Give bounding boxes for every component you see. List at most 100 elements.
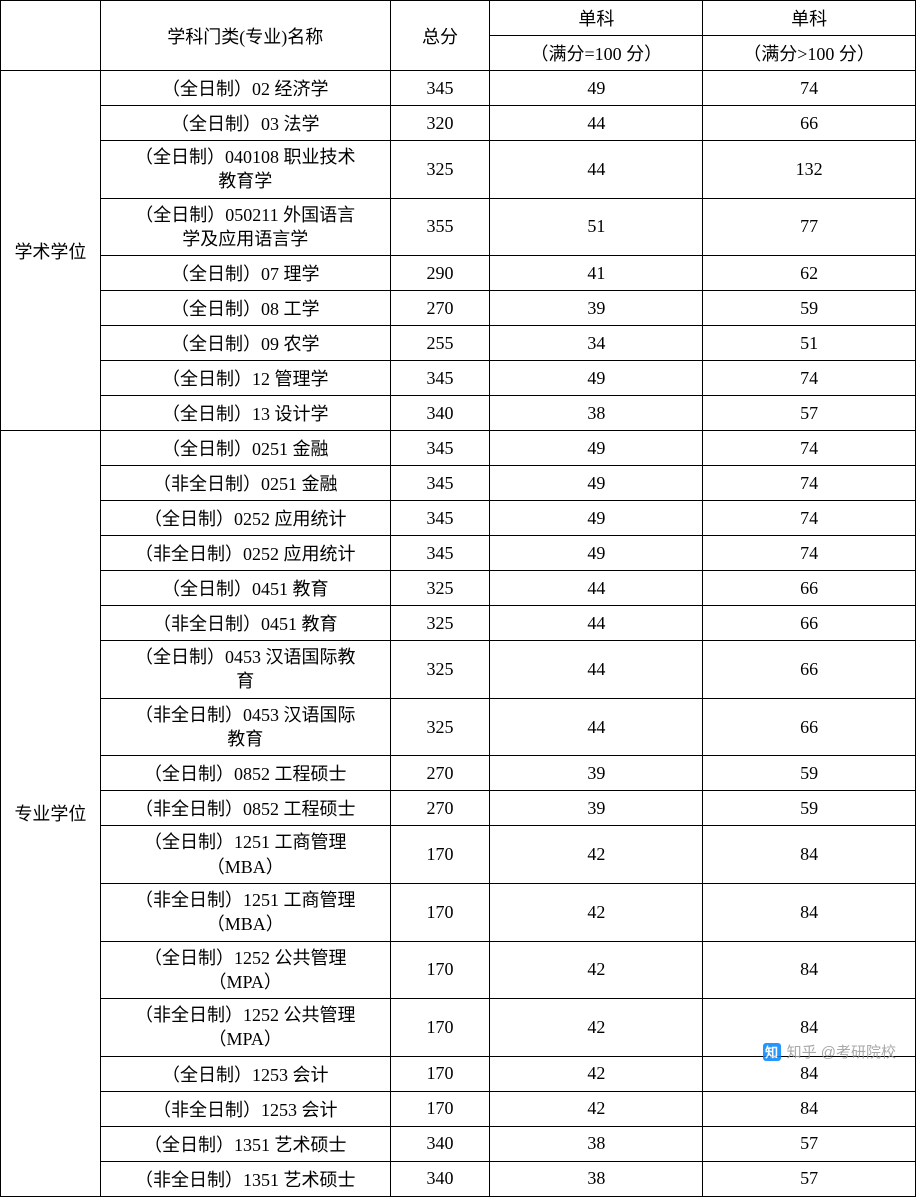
sub2-cell: 74 — [703, 431, 916, 466]
total-cell: 325 — [390, 141, 490, 199]
sub1-cell: 42 — [490, 941, 703, 999]
sub2-cell: 74 — [703, 466, 916, 501]
zhihu-logo-icon: 知 — [763, 1043, 781, 1061]
header-category — [1, 1, 101, 71]
score-table: 学科门类(专业)名称 总分 单科 单科 （满分=100 分） （满分>100 分… — [0, 0, 916, 1197]
sub2-cell: 57 — [703, 1161, 916, 1196]
name-cell: （非全日制）1251 工商管理（MBA） — [100, 883, 390, 941]
header-sub1: 单科 — [490, 1, 703, 36]
name-cell: （全日制）1251 工商管理（MBA） — [100, 826, 390, 884]
header-total: 总分 — [390, 1, 490, 71]
table-row: （全日制）03 法学3204466 — [1, 106, 916, 141]
name-cell: （非全日制）0453 汉语国际教育 — [100, 698, 390, 756]
sub1-cell: 42 — [490, 1091, 703, 1126]
watermark: 知 知乎 @考研院校 — [763, 1041, 896, 1062]
sub1-cell: 44 — [490, 106, 703, 141]
total-cell: 320 — [390, 106, 490, 141]
total-cell: 345 — [390, 501, 490, 536]
sub1-cell: 38 — [490, 1161, 703, 1196]
table-row: （非全日制）0451 教育3254466 — [1, 606, 916, 641]
name-cell: （全日制）040108 职业技术教育学 — [100, 141, 390, 199]
table-row: 专业学位（全日制）0251 金融3454974 — [1, 431, 916, 466]
name-cell: （非全日制）0451 教育 — [100, 606, 390, 641]
sub1-cell: 44 — [490, 641, 703, 699]
sub2-cell: 51 — [703, 326, 916, 361]
header-sub2: 单科 — [703, 1, 916, 36]
sub2-cell: 62 — [703, 256, 916, 291]
sub1-cell: 41 — [490, 256, 703, 291]
sub2-cell: 84 — [703, 826, 916, 884]
sub1-cell: 49 — [490, 361, 703, 396]
sub1-cell: 42 — [490, 883, 703, 941]
name-cell: （非全日制）0251 金融 — [100, 466, 390, 501]
table-row: （全日制）1251 工商管理（MBA）1704284 — [1, 826, 916, 884]
sub1-cell: 51 — [490, 198, 703, 256]
name-cell: （全日制）0852 工程硕士 — [100, 756, 390, 791]
sub2-cell: 84 — [703, 883, 916, 941]
sub1-cell: 44 — [490, 606, 703, 641]
sub2-cell: 59 — [703, 756, 916, 791]
sub2-cell: 74 — [703, 536, 916, 571]
name-cell: （非全日制）1253 会计 — [100, 1091, 390, 1126]
name-cell: （全日制）0252 应用统计 — [100, 501, 390, 536]
name-cell: （全日制）08 工学 — [100, 291, 390, 326]
sub1-cell: 39 — [490, 291, 703, 326]
total-cell: 255 — [390, 326, 490, 361]
table-row: （全日制）1252 公共管理（MPA）1704284 — [1, 941, 916, 999]
total-cell: 325 — [390, 641, 490, 699]
total-cell: 270 — [390, 756, 490, 791]
sub2-cell: 57 — [703, 396, 916, 431]
sub1-cell: 44 — [490, 698, 703, 756]
total-cell: 325 — [390, 698, 490, 756]
name-cell: （非全日制）0852 工程硕士 — [100, 791, 390, 826]
total-cell: 170 — [390, 1091, 490, 1126]
sub1-cell: 38 — [490, 396, 703, 431]
total-cell: 345 — [390, 361, 490, 396]
name-cell: （全日制）12 管理学 — [100, 361, 390, 396]
table-row: （全日制）040108 职业技术教育学32544132 — [1, 141, 916, 199]
table-row: （非全日制）0251 金融3454974 — [1, 466, 916, 501]
table-row: （非全日制）1251 工商管理（MBA）1704284 — [1, 883, 916, 941]
sub2-cell: 57 — [703, 1126, 916, 1161]
sub2-cell: 66 — [703, 606, 916, 641]
table-row: （全日制）0852 工程硕士2703959 — [1, 756, 916, 791]
sub2-cell: 59 — [703, 791, 916, 826]
name-cell: （全日制）09 农学 — [100, 326, 390, 361]
total-cell: 340 — [390, 1161, 490, 1196]
name-cell: （全日制）13 设计学 — [100, 396, 390, 431]
sub1-cell: 49 — [490, 501, 703, 536]
header-row-1: 学科门类(专业)名称 总分 单科 单科 — [1, 1, 916, 36]
total-cell: 345 — [390, 71, 490, 106]
category-cell: 专业学位 — [1, 431, 101, 1197]
total-cell: 345 — [390, 466, 490, 501]
sub2-cell: 77 — [703, 198, 916, 256]
sub2-cell: 74 — [703, 501, 916, 536]
total-cell: 170 — [390, 999, 490, 1057]
total-cell: 340 — [390, 396, 490, 431]
total-cell: 170 — [390, 941, 490, 999]
table-row: 学术学位（全日制）02 经济学3454974 — [1, 71, 916, 106]
header-sub1-detail: （满分=100 分） — [490, 36, 703, 71]
category-cell: 学术学位 — [1, 71, 101, 431]
table-row: （全日制）08 工学2703959 — [1, 291, 916, 326]
sub1-cell: 49 — [490, 71, 703, 106]
sub1-cell: 49 — [490, 431, 703, 466]
total-cell: 170 — [390, 826, 490, 884]
sub2-cell: 74 — [703, 361, 916, 396]
sub1-cell: 42 — [490, 826, 703, 884]
table-row: （全日制）12 管理学3454974 — [1, 361, 916, 396]
sub1-cell: 39 — [490, 756, 703, 791]
table-body: 学术学位（全日制）02 经济学3454974（全日制）03 法学3204466（… — [1, 71, 916, 1197]
name-cell: （全日制）1253 会计 — [100, 1056, 390, 1091]
table-row: （非全日制）1253 会计1704284 — [1, 1091, 916, 1126]
sub2-cell: 66 — [703, 571, 916, 606]
table-row: （全日制）0453 汉语国际教育3254466 — [1, 641, 916, 699]
name-cell: （非全日制）0252 应用统计 — [100, 536, 390, 571]
name-cell: （全日制）02 经济学 — [100, 71, 390, 106]
total-cell: 270 — [390, 791, 490, 826]
table-row: （全日制）1351 艺术硕士3403857 — [1, 1126, 916, 1161]
sub2-cell: 74 — [703, 71, 916, 106]
total-cell: 355 — [390, 198, 490, 256]
sub1-cell: 42 — [490, 1056, 703, 1091]
name-cell: （全日制）03 法学 — [100, 106, 390, 141]
